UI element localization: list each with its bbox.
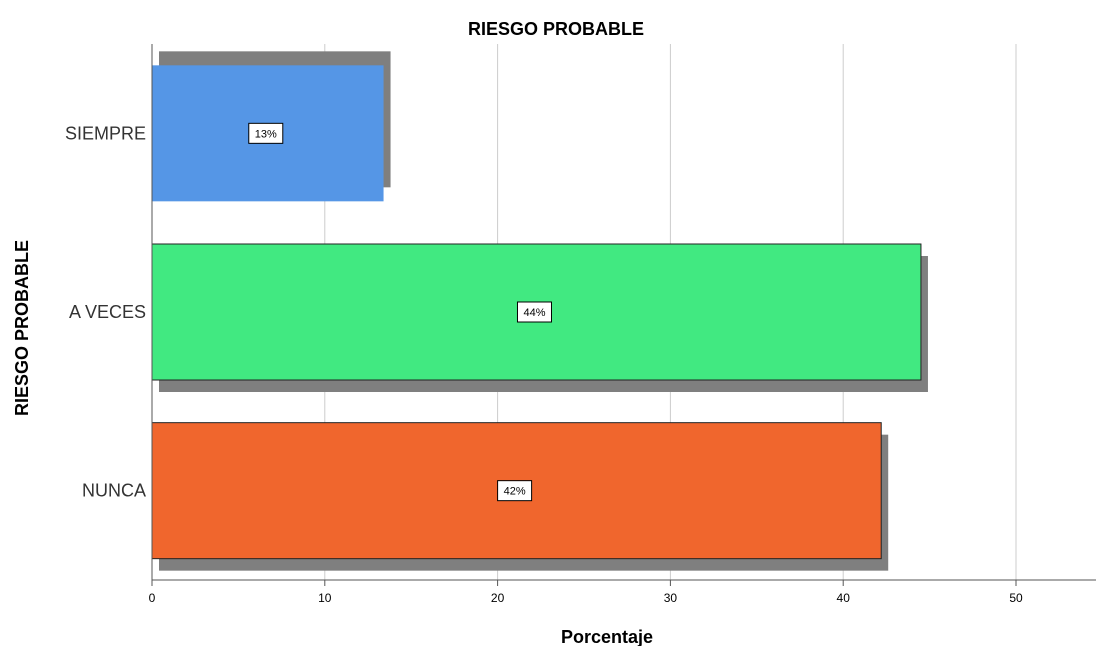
x-tick-label-20: 20 — [491, 591, 505, 605]
category-label-a-veces: A VECES — [69, 302, 146, 322]
bars: 13% 44% 42% — [151, 51, 928, 571]
chart-title: RIESGO PROBABLE — [468, 19, 644, 39]
x-tick-label-30: 30 — [664, 591, 678, 605]
data-label-siempre: 13% — [255, 128, 277, 140]
data-label-box-a-veces — [516, 301, 552, 323]
data-label-a-veces: 44% — [523, 307, 545, 319]
data-label-box-siempre — [248, 122, 284, 144]
x-tick-label-40: 40 — [837, 591, 851, 605]
x-tick-label-10: 10 — [318, 591, 332, 605]
x-tick-label-50: 50 — [1009, 591, 1023, 605]
y-axis-title: RIESGO PROBABLE — [12, 240, 32, 416]
x-tick-label-0: 0 — [149, 591, 156, 605]
x-axis-ticks: 0 10 20 30 40 50 — [149, 580, 1023, 605]
data-label-nunca: 42% — [504, 486, 526, 498]
category-labels: SIEMPRE A VECES NUNCA — [65, 123, 146, 500]
data-label-box-nunca — [497, 480, 533, 502]
category-label-nunca: NUNCA — [82, 481, 146, 501]
category-label-siempre: SIEMPRE — [65, 123, 146, 143]
x-axis-title: Porcentaje — [561, 627, 653, 646]
